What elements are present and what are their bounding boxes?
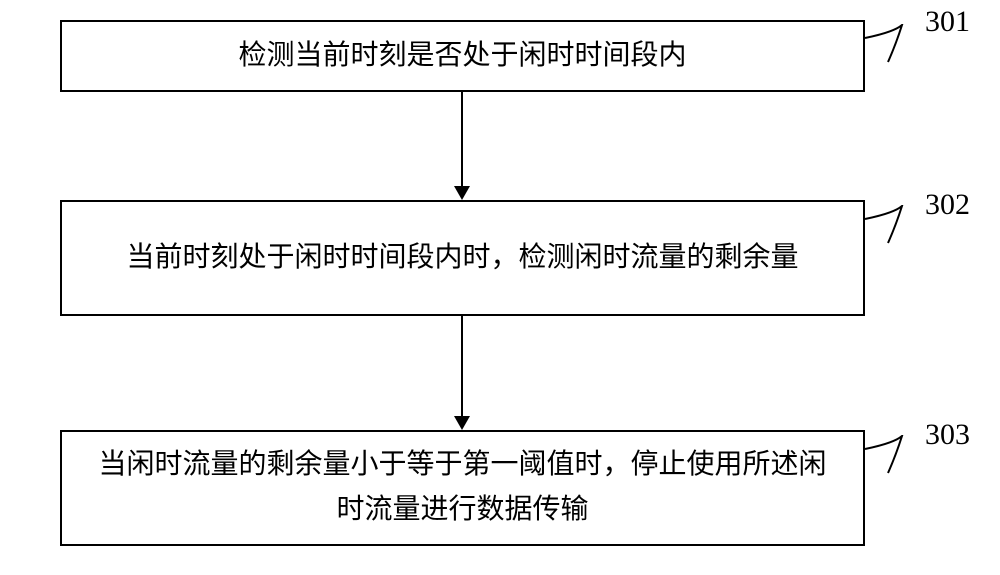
flowchart-node-302: 当前时刻处于闲时时间段内时，检测闲时流量的剩余量 [60,200,865,316]
node-text: 检测当前时刻是否处于闲时时间段内 [238,34,686,79]
curve-icon [865,25,902,62]
curve-icon [865,436,902,473]
arrow-head-icon [454,186,470,200]
flowchart-node-301: 检测当前时刻是否处于闲时时间段内 [60,20,865,92]
node-text: 当前时刻处于闲时时间段内时，检测闲时流量的剩余量 [126,236,798,281]
connector-curve [864,24,904,64]
connector-curve [864,205,904,245]
step-label-302: 302 [925,188,970,222]
step-label-301: 301 [925,5,970,39]
flowchart-canvas: 检测当前时刻是否处于闲时时间段内 301 当前时刻处于闲时时间段内时，检测闲时流… [0,0,1000,575]
connector-curve [864,435,904,475]
arrow-head-icon [454,416,470,430]
arrow-2-3 [461,316,463,416]
flowchart-node-303: 当闲时流量的剩余量小于等于第一阈值时，停止使用所述闲时流量进行数据传输 [60,430,865,546]
node-text: 当闲时流量的剩余量小于等于第一阈值时，停止使用所述闲时流量进行数据传输 [86,443,839,533]
step-label-303: 303 [925,418,970,452]
curve-icon [865,206,902,243]
arrow-1-2 [461,92,463,186]
